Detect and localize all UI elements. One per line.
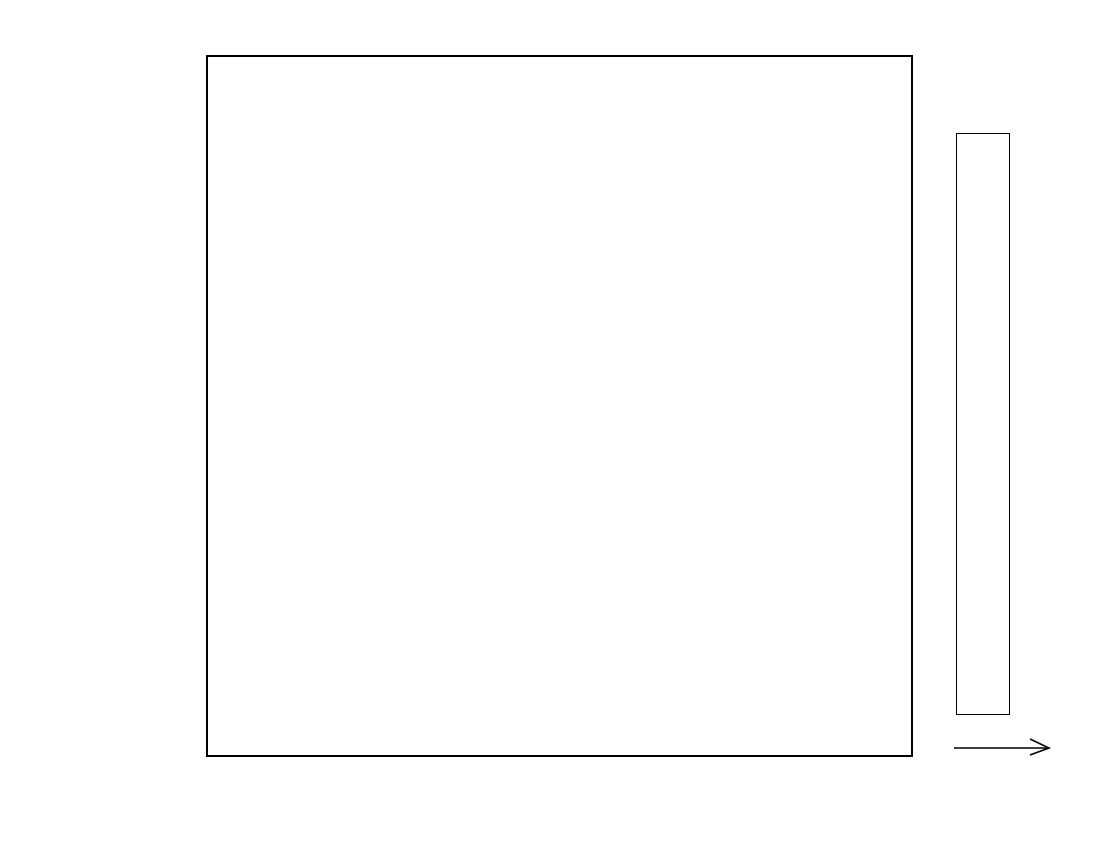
page-title — [0, 8, 1100, 38]
map-canvas — [208, 57, 911, 755]
colorbar[interactable] — [956, 133, 1010, 715]
copyright-footer — [0, 788, 1100, 810]
wind-scale-key — [950, 735, 1090, 785]
map-plot-area[interactable] — [206, 55, 913, 757]
wind-arrow-icon — [954, 738, 1052, 756]
